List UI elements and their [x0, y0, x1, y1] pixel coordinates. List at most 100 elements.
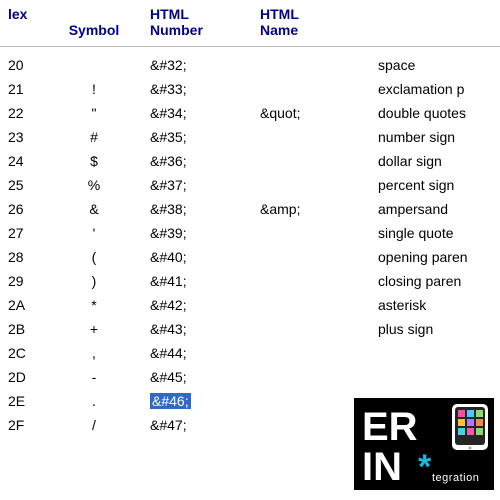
cell-hex: 2F [0, 413, 46, 437]
cell-html-number: &#47; [142, 413, 252, 437]
cell-symbol: # [46, 125, 142, 149]
cell-hex: 21 [0, 77, 46, 101]
cell-html-name [252, 77, 370, 101]
ascii-table-wrap: lex Symbol HTML Number HTML Name [0, 0, 500, 500]
table-row: 29)&#41; closing paren [0, 269, 500, 293]
col-htmlname-header: HTML Name [252, 0, 370, 47]
cell-description: double quotes [370, 101, 500, 125]
cell-symbol: ! [46, 77, 142, 101]
cell-symbol: " [46, 101, 142, 125]
cell-html-name [252, 173, 370, 197]
cell-hex: 2A [0, 293, 46, 317]
table-row: 2C,&#44; [0, 341, 500, 365]
cell-hex: 29 [0, 269, 46, 293]
table-row: 20 &#32;space [0, 47, 500, 78]
cell-description: dollar sign [370, 149, 500, 173]
cell-html-name: &amp; [252, 197, 370, 221]
table-header: lex Symbol HTML Number HTML Name [0, 0, 500, 47]
cell-html-name [252, 149, 370, 173]
cell-hex: 26 [0, 197, 46, 221]
cell-html-number: &#40; [142, 245, 252, 269]
cell-html-number: &#41; [142, 269, 252, 293]
cell-html-number: &#42; [142, 293, 252, 317]
cell-html-name [252, 125, 370, 149]
cell-html-number: &#37; [142, 173, 252, 197]
table-row: 27'&#39; single quote [0, 221, 500, 245]
table-row: 26&&#38;&amp;ampersand [0, 197, 500, 221]
cell-symbol: ( [46, 245, 142, 269]
table-row: 21!&#33; exclamation p [0, 77, 500, 101]
cell-hex: 2C [0, 341, 46, 365]
table-row: 25%&#37;percent sign [0, 173, 500, 197]
cell-description [370, 341, 500, 365]
cell-symbol: / [46, 413, 142, 437]
cell-html-number: &#44; [142, 341, 252, 365]
cell-hex: 22 [0, 101, 46, 125]
cell-description [370, 365, 500, 389]
cell-html-number: &#33; [142, 77, 252, 101]
cell-html-name [252, 317, 370, 341]
cell-symbol: , [46, 341, 142, 365]
cell-hex: 27 [0, 221, 46, 245]
cell-html-name [252, 365, 370, 389]
table-row: 28(&#40; opening paren [0, 245, 500, 269]
col-htmlname-l2: Name [260, 22, 298, 38]
cell-html-number: &#46; [142, 389, 252, 413]
cell-hex: 20 [0, 47, 46, 78]
table-row: 2A*&#42;asterisk [0, 293, 500, 317]
cell-html-number: &#34; [142, 101, 252, 125]
cell-html-number: &#43; [142, 317, 252, 341]
cell-hex: 2E [0, 389, 46, 413]
cell-html-name [252, 389, 370, 413]
cell-hex: 2B [0, 317, 46, 341]
cell-html-number: &#45; [142, 365, 252, 389]
cell-hex: 25 [0, 173, 46, 197]
cell-symbol [46, 47, 142, 78]
table-row: 23#&#35; number sign [0, 125, 500, 149]
col-desc-header [370, 0, 500, 47]
cell-description: single quote [370, 221, 500, 245]
ascii-table: lex Symbol HTML Number HTML Name [0, 0, 500, 437]
col-htmlnum-header: HTML Number [142, 0, 252, 47]
cell-symbol: $ [46, 149, 142, 173]
cell-hex: 23 [0, 125, 46, 149]
cell-symbol: . [46, 389, 142, 413]
cell-html-name [252, 341, 370, 365]
cell-description: opening paren [370, 245, 500, 269]
cell-hex: 24 [0, 149, 46, 173]
cell-html-number: &#39; [142, 221, 252, 245]
cell-html-name [252, 293, 370, 317]
cell-symbol: + [46, 317, 142, 341]
cell-description [370, 413, 500, 437]
col-htmlnum-l1: HTML [150, 6, 189, 22]
cell-html-name [252, 221, 370, 245]
cell-html-name [252, 245, 370, 269]
cell-description: exclamation p [370, 77, 500, 101]
table-row: 2F/&#47; [0, 413, 500, 437]
table-row: 2E.&#46; [0, 389, 500, 413]
cell-html-number: &#32; [142, 47, 252, 78]
cell-description: closing paren [370, 269, 500, 293]
cell-symbol: * [46, 293, 142, 317]
table-row: 2D-&#45; [0, 365, 500, 389]
cell-hex: 2D [0, 365, 46, 389]
cell-symbol: ) [46, 269, 142, 293]
cell-description: ampersand [370, 197, 500, 221]
cell-description: number sign [370, 125, 500, 149]
col-symbol-header: Symbol [46, 0, 142, 47]
col-hex-header: lex [0, 0, 46, 47]
cell-html-number: &#38; [142, 197, 252, 221]
col-hex-line2: lex [8, 6, 27, 22]
cell-hex: 28 [0, 245, 46, 269]
cell-html-name [252, 413, 370, 437]
col-htmlname-l1: HTML [260, 6, 299, 22]
cell-symbol: ' [46, 221, 142, 245]
cell-html-number: &#36; [142, 149, 252, 173]
cell-symbol: & [46, 197, 142, 221]
table-row: 22"&#34;&quot;double quotes [0, 101, 500, 125]
cell-html-number: &#35; [142, 125, 252, 149]
cell-symbol: - [46, 365, 142, 389]
cell-html-name: &quot; [252, 101, 370, 125]
cell-html-name [252, 47, 370, 78]
table-row: 24$&#36; dollar sign [0, 149, 500, 173]
